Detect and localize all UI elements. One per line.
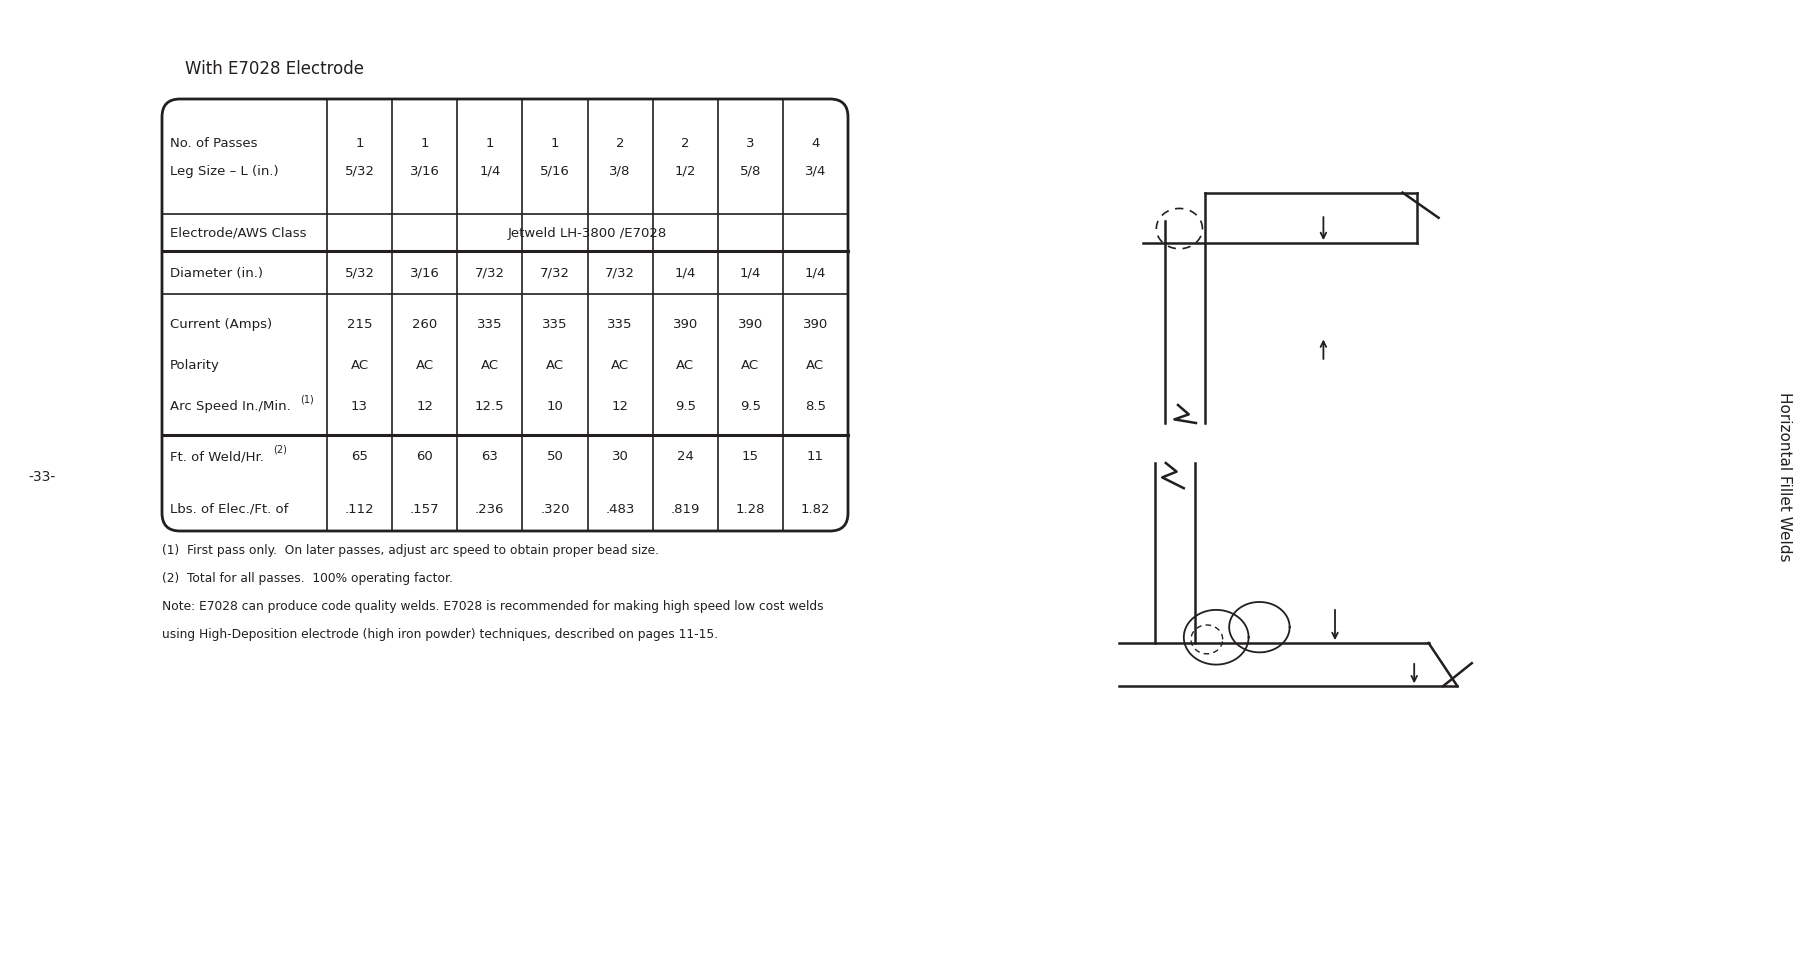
Text: Polarity: Polarity — [169, 358, 220, 372]
Text: Horizontal Fillet Welds: Horizontal Fillet Welds — [1777, 392, 1793, 561]
Text: Ft. of Weld/Hr.: Ft. of Weld/Hr. — [169, 450, 263, 463]
Text: (2): (2) — [272, 444, 287, 455]
Text: AC: AC — [805, 358, 825, 372]
Text: AC: AC — [676, 358, 694, 372]
Text: 60: 60 — [416, 450, 432, 463]
Text: AC: AC — [416, 358, 434, 372]
Text: Electrode/AWS Class: Electrode/AWS Class — [169, 227, 306, 240]
Text: 1: 1 — [420, 137, 429, 150]
Text: 5/32: 5/32 — [344, 267, 375, 280]
Text: (2)  Total for all passes.  100% operating factor.: (2) Total for all passes. 100% operating… — [162, 572, 452, 584]
Text: Leg Size – L (in.): Leg Size – L (in.) — [169, 165, 279, 178]
Text: Current (Amps): Current (Amps) — [169, 317, 272, 331]
Text: 13: 13 — [351, 399, 368, 413]
Text: 215: 215 — [346, 317, 373, 331]
Text: 1.28: 1.28 — [735, 502, 766, 516]
Text: Lbs. of Elec./Ft. of: Lbs. of Elec./Ft. of — [169, 502, 288, 516]
Text: AC: AC — [481, 358, 499, 372]
Text: 1/4: 1/4 — [674, 267, 696, 280]
Text: 12: 12 — [416, 399, 432, 413]
Text: 9.5: 9.5 — [741, 399, 760, 413]
Text: AC: AC — [611, 358, 629, 372]
Text: 260: 260 — [413, 317, 438, 331]
Text: 24: 24 — [678, 450, 694, 463]
Text: 50: 50 — [546, 450, 564, 463]
Text: 7/32: 7/32 — [605, 267, 634, 280]
Text: .236: .236 — [476, 502, 505, 516]
Text: (1): (1) — [299, 394, 314, 404]
Text: Arc Speed In./Min.: Arc Speed In./Min. — [169, 399, 290, 413]
Text: 5/16: 5/16 — [541, 165, 569, 178]
Text: AC: AC — [741, 358, 759, 372]
Text: 2: 2 — [616, 137, 623, 150]
Text: 335: 335 — [607, 317, 633, 331]
Text: 1: 1 — [355, 137, 364, 150]
Text: 7/32: 7/32 — [541, 267, 569, 280]
Text: AC: AC — [351, 358, 369, 372]
Text: using High-Deposition electrode (high iron powder) techniques, described on page: using High-Deposition electrode (high ir… — [162, 627, 719, 640]
Text: With E7028 Electrode: With E7028 Electrode — [186, 60, 364, 78]
Text: 335: 335 — [542, 317, 568, 331]
Text: .483: .483 — [605, 502, 634, 516]
Text: 63: 63 — [481, 450, 497, 463]
Text: No. of Passes: No. of Passes — [169, 137, 258, 150]
Text: Diameter (in.): Diameter (in.) — [169, 267, 263, 280]
Text: 3/8: 3/8 — [609, 165, 631, 178]
Text: 5/32: 5/32 — [344, 165, 375, 178]
Text: 1/2: 1/2 — [674, 165, 696, 178]
Text: 7/32: 7/32 — [474, 267, 505, 280]
Text: 390: 390 — [737, 317, 762, 331]
Text: 1/4: 1/4 — [805, 267, 825, 280]
Text: 3/4: 3/4 — [805, 165, 825, 178]
Text: 8.5: 8.5 — [805, 399, 825, 413]
Text: Jetweld LH-3800 /E7028: Jetweld LH-3800 /E7028 — [508, 227, 667, 240]
Text: 390: 390 — [672, 317, 697, 331]
Text: 3/16: 3/16 — [409, 267, 440, 280]
Text: 1: 1 — [485, 137, 494, 150]
Text: 12.5: 12.5 — [476, 399, 505, 413]
Text: -33-: -33- — [29, 470, 56, 483]
Text: 1/4: 1/4 — [739, 267, 760, 280]
Text: 15: 15 — [742, 450, 759, 463]
Text: 1/4: 1/4 — [479, 165, 501, 178]
Text: .112: .112 — [344, 502, 375, 516]
Text: 2: 2 — [681, 137, 690, 150]
Text: 12: 12 — [611, 399, 629, 413]
Text: 335: 335 — [478, 317, 503, 331]
Text: 4: 4 — [811, 137, 820, 150]
Text: 390: 390 — [804, 317, 829, 331]
Text: 1: 1 — [551, 137, 559, 150]
Text: 3/16: 3/16 — [409, 165, 440, 178]
Text: (1)  First pass only.  On later passes, adjust arc speed to obtain proper bead s: (1) First pass only. On later passes, ad… — [162, 543, 660, 557]
Text: .157: .157 — [409, 502, 440, 516]
Text: Note: E7028 can produce code quality welds. E7028 is recommended for making high: Note: E7028 can produce code quality wel… — [162, 599, 824, 613]
Text: 11: 11 — [807, 450, 824, 463]
Text: 65: 65 — [351, 450, 368, 463]
Text: 9.5: 9.5 — [674, 399, 696, 413]
Text: 3: 3 — [746, 137, 755, 150]
Text: .819: .819 — [670, 502, 699, 516]
Text: 1.82: 1.82 — [800, 502, 831, 516]
Text: 10: 10 — [546, 399, 564, 413]
Text: 5/8: 5/8 — [739, 165, 760, 178]
Text: AC: AC — [546, 358, 564, 372]
Text: .320: .320 — [541, 502, 569, 516]
Text: 30: 30 — [611, 450, 629, 463]
